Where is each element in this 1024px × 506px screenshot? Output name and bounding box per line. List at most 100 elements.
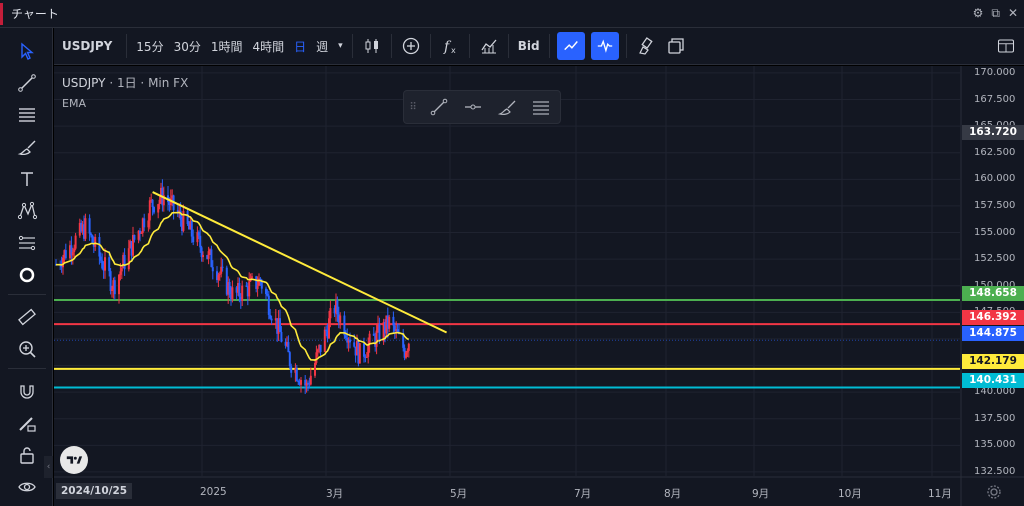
interval-dropdown-chevron-icon[interactable]: ▾ (338, 41, 343, 51)
candle-body (287, 342, 290, 353)
cursor-tool-icon[interactable] (13, 38, 41, 64)
fib-tool-icon[interactable] (13, 102, 41, 128)
candle-body (269, 314, 272, 319)
trendline (152, 191, 448, 334)
candle-body (73, 248, 76, 253)
candle-body (176, 210, 179, 214)
candle-body (206, 255, 209, 259)
candle-body (186, 210, 189, 225)
legend-indicator-ema[interactable]: EMA (62, 97, 86, 110)
trend-toggle-icon[interactable] (556, 32, 585, 60)
brush-tool-icon[interactable] (13, 134, 41, 160)
magnet-icon[interactable] (13, 378, 41, 404)
candle-body (84, 218, 87, 239)
candle-body (245, 285, 248, 287)
candle-body (270, 318, 273, 321)
window-titlebar: チャート ⚙ ⧉ ✕ (0, 0, 1024, 28)
candle-body (122, 254, 125, 269)
candle-body (406, 350, 409, 353)
interval-weekly[interactable]: 週 (316, 39, 329, 54)
interval-4h[interactable]: 4時間 (252, 39, 285, 54)
candle-body (235, 287, 238, 293)
candle-body (108, 257, 111, 272)
candle-body (101, 260, 104, 269)
candle-body (209, 249, 211, 252)
trendline-tool-icon[interactable] (13, 70, 41, 96)
price-chart-canvas[interactable] (54, 66, 1024, 506)
eye-icon[interactable] (13, 474, 41, 500)
candle-body (357, 340, 360, 364)
candle-body (151, 199, 154, 208)
drag-handle-icon[interactable]: ⠿ (409, 101, 417, 113)
copy-chart-icon[interactable] (661, 32, 691, 60)
candle-body (326, 331, 329, 339)
candle-body (279, 318, 281, 332)
legend-interval: 1日 (116, 76, 137, 90)
candle-body (286, 342, 288, 346)
text-tool-icon[interactable] (13, 166, 41, 192)
interval-daily[interactable]: 日 (294, 39, 307, 54)
interval-1h[interactable]: 1時間 (210, 39, 243, 54)
candle-body (147, 220, 150, 228)
candle-body (181, 219, 183, 231)
toolbar-divider (548, 34, 550, 58)
shape-tool-icon[interactable] (13, 262, 41, 288)
candle-body (158, 199, 161, 205)
price-tick-label: 160.000 (974, 173, 1016, 185)
zoom-icon[interactable] (13, 336, 41, 362)
symbol-search-button[interactable]: USDJPY (62, 39, 113, 53)
candle-body (337, 314, 340, 323)
price-type-bid-button[interactable]: Bid (517, 39, 540, 53)
collapse-sidebar-button[interactable]: ‹ (44, 456, 53, 478)
ruler-tool-icon[interactable] (13, 304, 41, 330)
templates-icon[interactable] (474, 32, 504, 60)
svg-text:f: f (443, 39, 452, 55)
candle-body (202, 255, 204, 258)
layout-select-icon[interactable] (992, 32, 1020, 60)
lock-icon[interactable] (13, 442, 41, 468)
interval-15m[interactable]: 15分 (136, 39, 164, 54)
candle-body (329, 308, 332, 319)
candle-body (384, 322, 386, 334)
chart-settings-gear-icon[interactable] (986, 484, 1002, 500)
candle-body (308, 383, 311, 385)
pattern-tool-icon[interactable] (13, 198, 41, 224)
clear-drawings-brush-icon[interactable] (631, 32, 661, 60)
price-tick-label: 170.000 (974, 66, 1016, 78)
candle-body (295, 368, 298, 381)
candle-body (305, 382, 308, 386)
float-horizontal-line-icon[interactable] (456, 93, 490, 121)
candle-body (63, 250, 66, 258)
float-brush-icon[interactable] (490, 93, 524, 121)
close-icon[interactable]: ✕ (1007, 6, 1018, 20)
candle-body (386, 315, 389, 329)
candle-body (200, 247, 203, 258)
candle-body (385, 315, 388, 334)
popout-icon[interactable]: ⧉ (991, 6, 1000, 20)
candle-body (315, 352, 318, 363)
compare-add-icon[interactable] (396, 32, 426, 60)
forecast-tool-icon[interactable] (13, 230, 41, 256)
candle-body (132, 235, 134, 256)
candle-body (294, 368, 297, 373)
chart-pane[interactable]: USDJPY · 1日 · Min FX EMA ⠿ 170.000 167.50… (54, 66, 1024, 506)
tradingview-logo[interactable] (60, 446, 88, 474)
float-fib-icon[interactable] (524, 93, 558, 121)
toolbar-divider (625, 34, 627, 58)
candle-body (393, 325, 396, 332)
candle-body (99, 256, 102, 261)
lock-pen-icon[interactable] (13, 410, 41, 436)
float-trendline-icon[interactable] (422, 93, 456, 121)
candle-body (274, 318, 277, 321)
settings-icon[interactable]: ⚙ (972, 6, 984, 20)
candle-body (162, 195, 165, 206)
waveform-toggle-icon[interactable] (590, 32, 619, 60)
candle-body (230, 294, 232, 300)
candle-body (354, 346, 357, 356)
interval-30m[interactable]: 30分 (173, 39, 201, 54)
candle-body (199, 235, 202, 248)
candlestick-type-icon[interactable] (357, 32, 387, 60)
level-label-cyan: 140.431 (962, 373, 1024, 388)
candle-body (80, 222, 83, 232)
